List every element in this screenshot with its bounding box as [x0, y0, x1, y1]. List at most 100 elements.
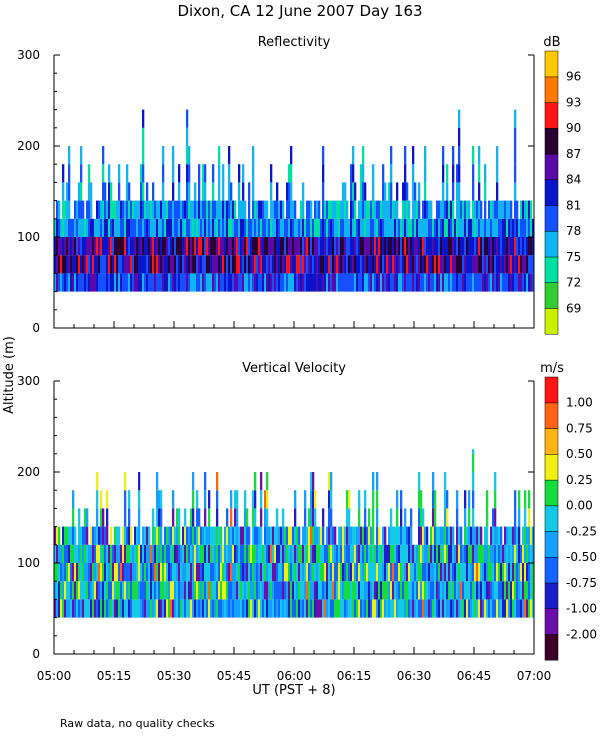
heatmap-cell [426, 200, 429, 219]
heatmap-cell [276, 581, 279, 600]
heatmap-cell [450, 255, 453, 274]
heatmap-cell [514, 255, 517, 274]
heatmap-cell [54, 544, 57, 563]
heatmap-cell [406, 255, 409, 274]
heatmap-cell [246, 526, 249, 545]
heatmap-cell [102, 508, 105, 527]
heatmap-cell [60, 218, 63, 237]
heatmap-cell [420, 563, 423, 582]
heatmap-cell [382, 164, 385, 183]
heatmap-cell [332, 237, 335, 256]
heatmap-cell [164, 200, 167, 219]
heatmap-cell [82, 237, 85, 256]
heatmap-cell [218, 581, 221, 600]
heatmap-cell [272, 526, 275, 545]
heatmap-cell [88, 218, 91, 237]
heatmap-cell [228, 200, 231, 219]
heatmap-cell [396, 490, 399, 509]
heatmap-cell [74, 218, 77, 237]
heatmap-cell [376, 526, 379, 545]
heatmap-cell [78, 581, 81, 600]
heatmap-cell [398, 218, 401, 237]
heatmap-cell [340, 581, 343, 600]
colorbar-swatch [544, 50, 559, 78]
heatmap-cell [346, 526, 349, 545]
heatmap-cell [428, 218, 431, 237]
heatmap-cell [462, 544, 465, 563]
heatmap-cell [140, 182, 143, 201]
heatmap-cell [478, 146, 481, 165]
heatmap-cell [386, 255, 389, 274]
heatmap-cell [400, 526, 403, 545]
heatmap-cell [284, 526, 287, 545]
heatmap-cell [508, 544, 511, 563]
heatmap-cell [92, 526, 95, 545]
heatmap-cell [204, 472, 207, 491]
heatmap-cell [366, 563, 369, 582]
heatmap-cell [370, 218, 373, 237]
heatmap-cell [338, 599, 341, 618]
heatmap-cell [218, 146, 221, 165]
heatmap-cell [256, 273, 259, 292]
heatmap-cell [142, 200, 145, 219]
heatmap-cell [184, 218, 187, 237]
heatmap-cell [436, 218, 439, 237]
heatmap-cell [434, 581, 437, 600]
heatmap-cell [194, 255, 197, 274]
heatmap-cell [370, 200, 373, 219]
heatmap-cell [132, 200, 135, 219]
heatmap-cell [336, 599, 339, 618]
heatmap-cell [338, 273, 341, 292]
heatmap-cell [460, 563, 463, 582]
heatmap-cell [112, 255, 115, 274]
heatmap-cell [252, 563, 255, 582]
heatmap-cell [164, 237, 167, 256]
heatmap-cell [260, 581, 263, 600]
heatmap-cell [86, 273, 89, 292]
heatmap-cell [498, 255, 501, 274]
heatmap-cell [166, 544, 169, 563]
heatmap-cell [518, 218, 521, 237]
heatmap-cell [124, 218, 127, 237]
heatmap-cell [124, 599, 127, 618]
heatmap-cell [166, 599, 169, 618]
heatmap-cell [216, 599, 219, 618]
heatmap-cell [110, 237, 113, 256]
heatmap-cell [362, 164, 365, 183]
heatmap-cell [338, 218, 341, 237]
heatmap-cell [216, 472, 219, 491]
heatmap-cell [150, 544, 153, 563]
heatmap-cell [274, 599, 277, 618]
heatmap-cell [80, 182, 83, 201]
heatmap-cell [260, 490, 263, 509]
heatmap-cell [378, 255, 381, 274]
heatmap-cell [386, 599, 389, 618]
heatmap-cell [110, 200, 113, 219]
heatmap-cell [514, 544, 517, 563]
heatmap-cell [480, 563, 483, 582]
heatmap-cell [458, 599, 461, 618]
heatmap-cell [56, 599, 59, 618]
heatmap-cell [92, 218, 95, 237]
heatmap-cell [344, 200, 347, 219]
heatmap-cell [504, 218, 507, 237]
heatmap-cell [120, 581, 123, 600]
heatmap-cell [428, 544, 431, 563]
heatmap-cell [356, 563, 359, 582]
heatmap-cell [398, 563, 401, 582]
heatmap-cell [478, 544, 481, 563]
heatmap-cell [200, 544, 203, 563]
heatmap-cell [310, 581, 313, 600]
heatmap-cell [112, 599, 115, 618]
colorbar-swatch [544, 453, 559, 481]
heatmap-cell [122, 218, 125, 237]
heatmap-cell [254, 490, 257, 509]
heatmap-cell [458, 273, 461, 292]
heatmap-cell [450, 273, 453, 292]
heatmap-cell [350, 526, 353, 545]
heatmap-cell [388, 218, 391, 237]
heatmap-cell [406, 544, 409, 563]
heatmap-cell [238, 200, 241, 219]
heatmap-cell [68, 526, 71, 545]
heatmap-cell [376, 273, 379, 292]
